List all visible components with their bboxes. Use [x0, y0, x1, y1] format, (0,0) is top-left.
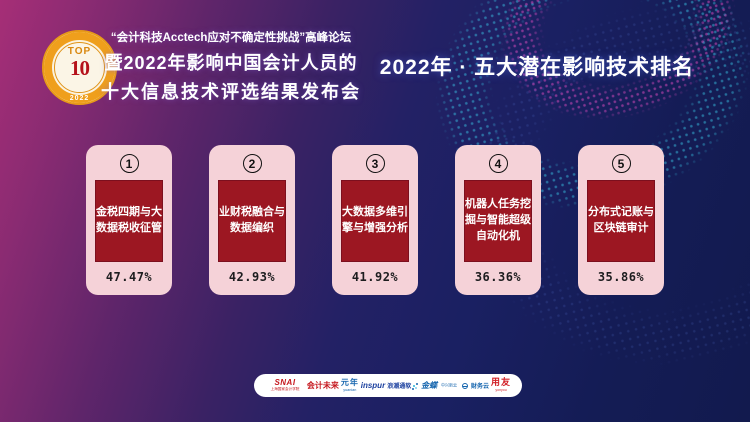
yonyou-subtext: yonyou: [495, 388, 507, 393]
rank-card-3: 3 大数据多维引擎与增强分析 41.92%: [332, 145, 418, 295]
badge-top-label: TOP: [67, 46, 92, 57]
rank-card-2: 2 业财税融合与数据编织 42.93%: [209, 145, 295, 295]
snai-subtext: 上海国家会计学院: [270, 386, 300, 392]
rank-card-5: 5 分布式记账与区块链审计 35.86%: [578, 145, 664, 295]
tech-name-1: 金税四期与大数据税收征管: [96, 206, 162, 234]
sponsor-logo-kingdee: 金蝶: [413, 380, 437, 391]
zhongxingxinyun-wordmark: 中兴新云: [441, 383, 458, 389]
zhongxingxinyun-subtext: 财务云: [471, 384, 490, 390]
ranking-cards-row: 1 金税四期与大数据税收征管 47.47% 2 业财税融合与数据编织 42.93…: [86, 145, 664, 295]
sponsor-logo-snai: SNAI 上海国家会计学院: [265, 377, 305, 393]
rank-number-1: 1: [119, 154, 139, 173]
badge-year: 2022: [69, 95, 90, 102]
tech-name-4: 机器人任务挖掘与智能超级自动化机: [465, 198, 531, 242]
tech-name-5: 分布式记账与区块链审计: [588, 206, 654, 234]
tech-name-box-5: 分布式记账与区块链审计: [587, 180, 655, 262]
rank-number-2: 2: [242, 154, 262, 173]
kingdee-dots-icon: [413, 384, 416, 387]
sponsor-logo-kuaijiweilai: 会计未来: [306, 380, 339, 390]
yuanian-subtext: yuanian: [343, 387, 357, 392]
vote-percentage-4: 36.36%: [474, 270, 522, 284]
rank-card-1: 1 金税四期与大数据税收征管 47.47%: [86, 145, 172, 295]
vote-percentage-5: 35.86%: [597, 270, 645, 284]
vote-percentage-1: 47.47%: [105, 270, 153, 284]
forum-heading-line3: 十大信息技术评选结果发布会: [101, 82, 361, 102]
rank-number-4: 4: [488, 154, 508, 173]
snai-wordmark: SNAI: [274, 377, 296, 387]
rank-card-4: 4 机器人任务挖掘与智能超级自动化机 36.36%: [455, 145, 541, 295]
inspur-subtext: 浪潮通软: [387, 384, 412, 390]
forum-heading: “会计科技Acctech应对不确定性挑战”高峰论坛 暨2022年影响中国会计人员…: [100, 29, 362, 104]
badge-emblem-graphic: 10: [70, 56, 90, 80]
vote-percentage-3: 41.92%: [351, 270, 399, 284]
vote-percentage-2: 42.93%: [228, 270, 276, 284]
tech-name-box-1: 金税四期与大数据税收征管: [95, 180, 163, 262]
yonyou-wordmark: 用友: [490, 377, 511, 387]
top10-seal-badge: TOP 10 2022: [42, 30, 117, 105]
tech-name-2: 业财税融合与数据编织: [219, 206, 285, 234]
globe-icon: [462, 382, 469, 389]
badge-inner: TOP 10: [54, 42, 105, 93]
page-title: 2022年 · 五大潜在影响技术排名: [379, 56, 695, 79]
rank-number-3: 3: [365, 154, 385, 173]
kuaijiweilai-wordmark: 会计未来: [306, 380, 339, 390]
tech-name-box-4: 机器人任务挖掘与智能超级自动化机: [464, 180, 532, 262]
sponsor-logo-bar: SNAI 上海国家会计学院 会计未来 元年 yuanian inspur 浪潮通…: [254, 374, 522, 397]
tech-name-3: 大数据多维引擎与增强分析: [342, 206, 408, 234]
sponsor-logo-zhongxingxinyun: 中兴新云 财务云: [439, 381, 489, 390]
sponsor-logo-yuanian: 元年 yuanian: [340, 377, 359, 393]
yuanian-wordmark: 元年: [340, 377, 359, 387]
forum-heading-line1: “会计科技Acctech应对不确定性挑战”高峰论坛: [110, 32, 352, 44]
tech-name-box-2: 业财税融合与数据编织: [218, 180, 286, 262]
tech-name-box-3: 大数据多维引擎与增强分析: [341, 180, 409, 262]
inspur-wordmark: inspur: [360, 381, 386, 390]
forum-heading-line2: 暨2022年影响中国会计人员的: [104, 53, 358, 73]
kingdee-wordmark: 金蝶: [421, 381, 438, 390]
sponsor-logo-yonyou: 用友 yonyou: [491, 378, 511, 393]
sponsor-logo-inspur: inspur 浪潮通软: [361, 381, 411, 390]
rank-number-5: 5: [611, 154, 631, 173]
